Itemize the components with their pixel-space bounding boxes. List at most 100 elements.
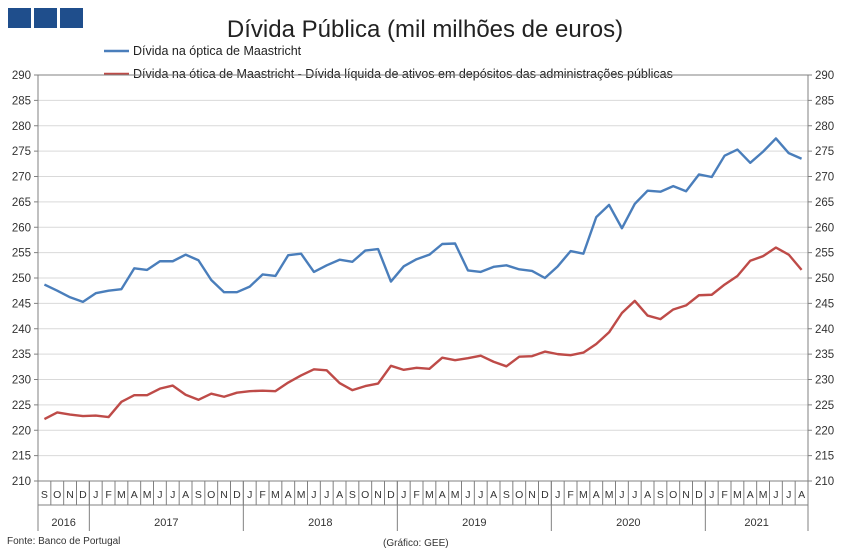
x-tick-label-month: M [451,489,460,501]
x-tick-label-month: O [669,489,677,501]
x-tick-label-month: S [657,489,664,501]
chart-title: Dívida Pública (mil milhões de euros) [227,16,623,43]
x-tick-label-month: N [66,489,74,501]
y-tick-label-left: 220 [12,425,31,437]
brand-logo-icon [8,8,83,28]
y-axis-right: 210 215 220 225 230 235 240 245 250 255 260 265 270 2… [808,70,834,488]
x-tick-label-year: 2021 [744,517,768,529]
x-tick-label-year: 2017 [154,517,178,529]
x-tick-label-month: J [786,489,791,501]
x-tick-label-month: M [579,489,588,501]
x-tick-label-month: S [503,489,510,501]
x-tick-label-month: D [233,489,241,501]
x-tick-label-month: N [682,489,690,501]
x-tick-label-month: M [297,489,306,501]
y-tick-label-left: 290 [12,70,31,82]
x-tick-label-month: N [374,489,382,501]
y-tick-label-left: 275 [12,146,31,158]
x-tick-label-month: S [349,489,356,501]
y-tick-label-right: 240 [815,324,834,336]
x-tick-label-month: M [143,489,152,501]
legend-label-maastricht: Dívida na óptica de Maastricht [133,44,302,58]
x-tick-label-month: S [195,489,202,501]
x-tick-label-month: J [478,489,483,501]
y-tick-label-left: 285 [12,95,31,107]
y-tick-label-left: 240 [12,324,31,336]
y-tick-label-left: 225 [12,400,31,412]
x-tick-label-month: A [131,489,138,501]
chart-credit: (Gráfico: GEE) [383,538,449,549]
x-tick-label-month: M [759,489,768,501]
y-tick-label-right: 270 [815,172,834,184]
y-axis-left: 210 215 220 225 230 235 240 245 250 255 260 265 270 2… [12,70,38,488]
x-tick-label-month: M [733,489,742,501]
x-tick-label-month: D [387,489,395,501]
logo-square [8,8,31,28]
x-tick-label-month: J [247,489,252,501]
y-tick-label-left: 250 [12,273,31,285]
x-tick-label-month: M [605,489,614,501]
y-tick-label-right: 220 [815,425,834,437]
x-tick-label-month: J [632,489,637,501]
x-tick-label-month: M [425,489,434,501]
logo-square [60,8,83,28]
x-tick-label-month: D [695,489,703,501]
x-tick-label-month: F [259,489,265,501]
y-tick-label-right: 280 [815,121,834,133]
x-tick-label-month: D [541,489,549,501]
x-tick-label-month: F [413,489,419,501]
y-tick-label-left: 280 [12,121,31,133]
source-note: Fonte: Banco de Portugal [7,536,121,547]
y-tick-label-right: 225 [815,400,834,412]
x-tick-label-month: A [439,489,446,501]
x-tick-label-month: A [644,489,651,501]
y-tick-label-left: 230 [12,375,31,387]
legend: Dívida na óptica de Maastricht Dívida na… [104,44,673,81]
x-tick-label-year: 2019 [462,517,486,529]
series-line-net-debt [43,246,803,421]
gridlines [38,99,808,457]
x-tick-label-month: A [285,489,292,501]
y-tick-label-right: 255 [815,248,834,260]
x-tick-label-month: F [721,489,727,501]
y-tick-label-right: 250 [815,273,834,285]
x-tick-label-month: J [465,489,470,501]
x-tick-label-month: J [311,489,316,501]
x-tick-label-month: O [361,489,369,501]
x-tick-label-month: D [79,489,87,501]
y-tick-label-right: 230 [815,375,834,387]
x-tick-label-month: J [709,489,714,501]
y-tick-label-left: 215 [12,451,31,463]
x-tick-label-year: 2018 [308,517,332,529]
x-tick-label-month: F [567,489,573,501]
y-tick-label-left: 260 [12,222,31,234]
x-tick-label-month: A [336,489,343,501]
y-tick-label-right: 235 [815,349,834,361]
y-tick-label-left: 210 [12,476,31,488]
x-tick-label-year: 2020 [616,517,640,529]
x-tick-label-month: J [324,489,329,501]
x-tick-label-month: N [220,489,228,501]
y-tick-label-left: 265 [12,197,31,209]
y-tick-label-right: 265 [815,197,834,209]
x-tick-label-month: J [555,489,560,501]
y-tick-label-right: 285 [815,95,834,107]
y-tick-label-left: 245 [12,298,31,310]
x-tick-label-month: A [798,489,805,501]
x-tick-label-month: S [41,489,48,501]
y-tick-label-right: 245 [815,298,834,310]
x-tick-label-month: J [157,489,162,501]
logo-square [34,8,57,28]
x-tick-label-month: A [747,489,754,501]
x-tick-label-month: F [105,489,111,501]
x-tick-label-month: A [182,489,189,501]
x-tick-label-month: O [515,489,523,501]
x-tick-label-month: J [93,489,98,501]
y-tick-label-right: 275 [815,146,834,158]
x-tick-label-year: 2016 [51,517,75,529]
y-tick-label-left: 270 [12,172,31,184]
series-line-maastricht [43,137,803,304]
y-tick-label-right: 215 [815,451,834,463]
